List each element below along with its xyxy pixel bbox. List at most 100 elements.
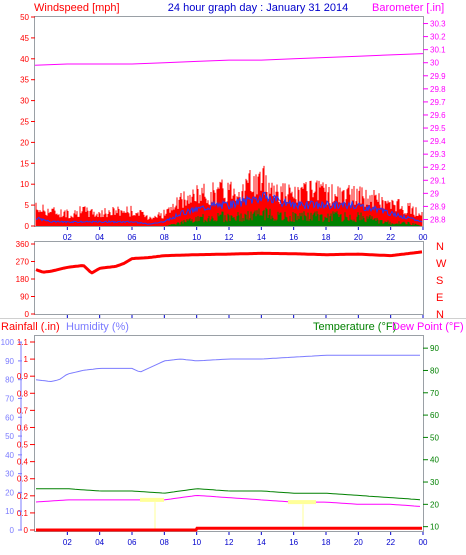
rain-tick-label: 0.5 xyxy=(17,441,29,450)
hour-label-08: 08 xyxy=(160,233,169,242)
humidity-tick-label: 70 xyxy=(5,394,14,403)
graph-title: 24 hour graph day : January 31 2014 xyxy=(168,2,348,14)
humidity-tick-label: 50 xyxy=(5,432,14,441)
rain-tick-label: 0.9 xyxy=(17,372,29,381)
hour-label-22: 22 xyxy=(386,538,395,547)
frame-bot xyxy=(34,335,424,532)
wind-tick-label: 50 xyxy=(20,13,29,22)
wind-tick-label: 20 xyxy=(20,138,29,147)
direction-tick-label: 90 xyxy=(20,293,29,302)
wind-direction-series xyxy=(35,250,423,275)
rain-tick-label: 1 xyxy=(24,355,29,364)
hour-label-10: 10 xyxy=(192,538,201,547)
rain-tick-label: 0.7 xyxy=(17,406,29,415)
wind-tick-label: 5 xyxy=(25,201,30,210)
hour-label-16: 16 xyxy=(289,233,298,242)
baro-tick-label: 29.4 xyxy=(430,137,446,146)
baro-tick-label: 29.5 xyxy=(430,124,446,133)
baro-axis-title: Barometer [.in] xyxy=(372,2,444,14)
humidity-tick-label: 40 xyxy=(5,451,14,460)
temp-axis-title: Temperature (°F) xyxy=(313,321,396,333)
wind-tick-label: 30 xyxy=(20,97,29,106)
wind-tick-label: 0 xyxy=(25,222,30,231)
wind-tick-label: 25 xyxy=(20,118,29,127)
compass-label-n: N xyxy=(436,309,444,321)
humidity-tick-label: 0 xyxy=(10,526,15,535)
hour-label-12: 12 xyxy=(225,233,234,242)
barometer-series xyxy=(34,53,424,66)
baro-tick-label: 29.8 xyxy=(430,85,446,94)
compass-label-e: E xyxy=(436,292,443,304)
hour-label-02: 02 xyxy=(63,233,72,242)
humidity-tick-label: 10 xyxy=(5,507,14,516)
baro-tick-label: 30.1 xyxy=(430,46,446,55)
hour-label-16: 16 xyxy=(289,538,298,547)
hour-label-14: 14 xyxy=(257,233,266,242)
direction-tick-label: 0 xyxy=(25,310,30,319)
humidity-tick-label: 80 xyxy=(5,376,14,385)
baro-tick-label: 30 xyxy=(430,59,439,68)
hour-label-18: 18 xyxy=(322,538,331,547)
hour-label-20: 20 xyxy=(354,538,363,547)
rain-tick-label: 0 xyxy=(24,526,29,535)
baro-tick-label: 29.3 xyxy=(430,150,446,159)
temp-tick-label: 50 xyxy=(430,433,439,442)
baro-tick-label: 28.8 xyxy=(430,215,446,224)
humidity-tick-label: 30 xyxy=(5,470,14,479)
rain-tick-label: 0.1 xyxy=(17,509,29,518)
wind-axis-title: Windspeed [mph] xyxy=(34,2,120,14)
baro-tick-label: 29.1 xyxy=(430,176,446,185)
direction-tick-label: 270 xyxy=(16,258,30,267)
dew-point-series xyxy=(35,494,421,507)
compass-label-s: S xyxy=(436,275,443,287)
baro-tick-label: 29.6 xyxy=(430,111,446,120)
temp-tick-label: 70 xyxy=(430,389,439,398)
direction-tick-label: 180 xyxy=(16,275,30,284)
temp-tick-label: 60 xyxy=(430,411,439,420)
dew-axis-title: Dew Point (°F) xyxy=(392,321,464,333)
compass-label-n: N xyxy=(436,241,444,253)
baro-tick-label: 29.2 xyxy=(430,163,446,172)
humidity-tick-label: 60 xyxy=(5,413,14,422)
rain-tick-label: 0.3 xyxy=(17,475,29,484)
wind-tick-label: 15 xyxy=(20,159,29,168)
humidity-tick-label: 20 xyxy=(5,488,14,497)
rainfall-series xyxy=(36,526,422,532)
temp-tick-label: 30 xyxy=(430,478,439,487)
wind-tick-label: 35 xyxy=(20,76,29,85)
baro-tick-label: 29.7 xyxy=(430,98,446,107)
hour-label-20: 20 xyxy=(354,233,363,242)
wind-low-series xyxy=(165,207,421,226)
compass-label-w: W xyxy=(436,258,447,270)
temp-tick-label: 80 xyxy=(430,366,439,375)
hour-label-12: 12 xyxy=(225,538,234,547)
highlight-mark xyxy=(288,500,316,505)
hour-label-10: 10 xyxy=(192,233,201,242)
temp-tick-label: 40 xyxy=(430,456,439,465)
rain-tick-label: 0.4 xyxy=(17,458,29,467)
humidity-tick-label: 90 xyxy=(5,357,14,366)
hour-label-04: 04 xyxy=(95,233,104,242)
hour-label-14: 14 xyxy=(257,538,266,547)
hour-label-02: 02 xyxy=(63,538,72,547)
temp-tick-label: 90 xyxy=(430,344,439,353)
hour-label-18: 18 xyxy=(322,233,331,242)
highlight-mark xyxy=(140,497,164,502)
rain-tick-label: 0.8 xyxy=(17,389,29,398)
baro-tick-label: 30.3 xyxy=(430,20,446,29)
rain-tick-label: 0.2 xyxy=(17,492,29,501)
direction-tick-label: 360 xyxy=(16,240,30,249)
hour-label-04: 04 xyxy=(95,538,104,547)
wind-average-series xyxy=(36,191,423,225)
rain-axis-title: Rainfall (.in) xyxy=(1,321,60,333)
humidity-series xyxy=(35,354,420,383)
humidity-tick-label: 100 xyxy=(1,338,15,347)
wind-tick-label: 10 xyxy=(20,180,29,189)
temp-tick-label: 10 xyxy=(430,523,439,532)
wind-tick-label: 45 xyxy=(20,34,29,43)
humidity-axis-title: Humidity (%) xyxy=(66,321,129,333)
rain-tick-label: 0.6 xyxy=(17,423,29,432)
hour-label-06: 06 xyxy=(128,233,137,242)
